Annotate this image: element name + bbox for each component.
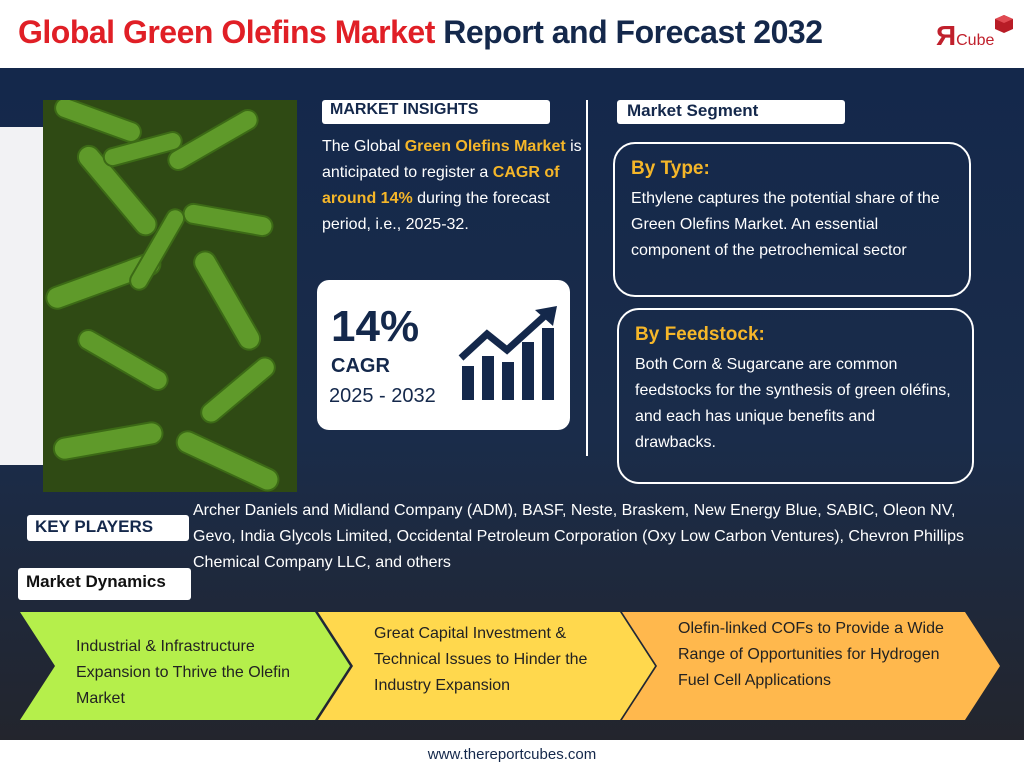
section-label: KEY PLAYERS <box>27 515 189 541</box>
segment-box: By Type: Ethylene captures the potential … <box>613 142 971 297</box>
chevrons <box>20 612 1000 720</box>
title-part: Global Green Olefins Market <box>18 14 435 50</box>
cagr-label: CAGR <box>331 355 390 377</box>
section-label: MARKET INSIGHTS <box>322 100 550 124</box>
footer-url: www.thereportcubes.com <box>427 746 597 763</box>
dynamics-item: Great Capital Investment & Technical Iss… <box>374 625 588 694</box>
divider <box>586 100 588 456</box>
cagr-period: 2025 - 2032 <box>329 385 436 407</box>
logo-mark: Я <box>936 20 957 51</box>
highlight: CAGR of around 14% <box>322 164 560 207</box>
segment-box: By Feedstock: Both Corn & Sugarcane are c… <box>617 308 974 484</box>
dynamics-item: Olefin-linked COFs to Provide a Wide Ran… <box>678 620 944 689</box>
logo-cube <box>995 15 1013 33</box>
highlight: Green Olefins Market <box>404 138 566 155</box>
title-part: Report and Forecast 2032 <box>443 14 823 50</box>
text: The Global <box>322 138 405 155</box>
key-players-text: Archer Daniels and Midland Company (ADM)… <box>193 502 965 571</box>
segment-text: Ethylene captures the potential share of… <box>631 190 940 259</box>
photo <box>43 100 297 492</box>
segment-text: Both Corn & Sugarcane are common feedsto… <box>635 356 951 451</box>
header-title: Global Green Olefins Market Report and F… <box>18 14 823 51</box>
growth-icon <box>458 306 557 400</box>
cagr-value: 14% <box>331 302 420 351</box>
dynamics-item: Industrial & Infrastructure Expansion to… <box>76 638 291 707</box>
cagr-card: 14% CAGR 2025 - 2032 <box>317 280 570 430</box>
section-label: Market Segment <box>617 100 845 124</box>
logo-text: Cube <box>956 32 995 49</box>
text: is anticipated to register a <box>322 138 582 181</box>
section-label: Market Dynamics <box>18 568 191 600</box>
segment-heading: By Feedstock: <box>635 324 765 345</box>
logo: ЯCube <box>936 15 1013 52</box>
side-panel <box>0 127 44 465</box>
text: during the forecast period, i.e., 2025-3… <box>322 190 550 233</box>
segment-heading: By Type: <box>631 158 710 179</box>
insights-text: The Global Green Olefins Market is antic… <box>322 134 584 238</box>
